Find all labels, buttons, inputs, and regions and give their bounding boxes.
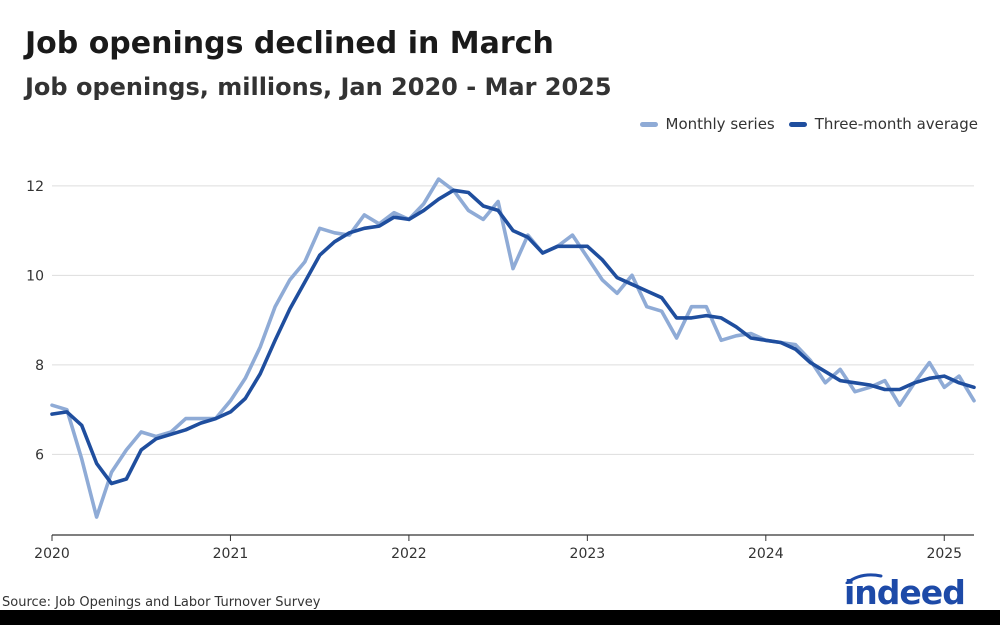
series-line-monthly [50, 177, 976, 519]
y-tick-label: 10 [26, 268, 44, 284]
y-tick-label: 8 [35, 358, 44, 374]
bottom-bar [0, 610, 1000, 625]
indeed-logo: indeed [844, 572, 968, 612]
logo-wordmark: indeed [844, 573, 966, 612]
chart-legend: Monthly series Three-month average [626, 115, 978, 133]
legend-swatch-monthly [639, 121, 658, 127]
chart-title: Job openings declined in March [25, 26, 554, 61]
x-tick-label: 2023 [570, 546, 606, 562]
line-chart: 6 8 10 12 2020 2021 2022 2023 2024 2025 [26, 177, 976, 562]
legend-item-monthly: Monthly series [639, 115, 775, 133]
logo-arc-icon [845, 573, 883, 584]
x-tick-label: 2025 [926, 546, 962, 562]
legend-label-average: Three-month average [814, 115, 978, 133]
chart-subtitle: Job openings, millions, Jan 2020 - Mar 2… [25, 73, 612, 101]
y-tick-label: 6 [35, 447, 44, 463]
x-tick-label: 2022 [391, 546, 427, 562]
y-tick-label: 12 [26, 179, 44, 195]
series-line-three-month-average [50, 188, 976, 486]
x-tick-label: 2021 [213, 546, 249, 562]
legend-label-monthly: Monthly series [665, 115, 775, 133]
legend-swatch-average [788, 121, 807, 127]
x-tick-label: 2024 [748, 546, 784, 562]
x-tick-label: 2020 [34, 546, 70, 562]
source-note: Source: Job Openings and Labor Turnover … [2, 595, 321, 610]
legend-item-average: Three-month average [788, 115, 978, 133]
